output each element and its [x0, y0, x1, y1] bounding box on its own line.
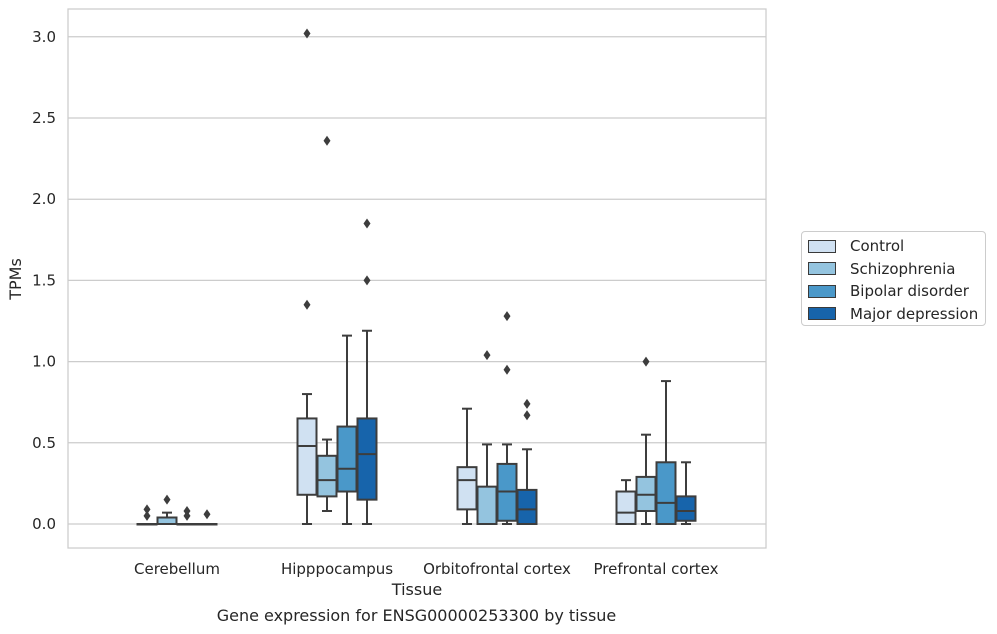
- legend: Control Schizophrenia Bipolar disorder M…: [801, 231, 986, 326]
- box-bipolar-disorder: [176, 506, 198, 526]
- box-body: [516, 488, 538, 525]
- outlier-point: [143, 510, 151, 521]
- box-control: [136, 504, 158, 526]
- box-bipolar-disorder: [655, 380, 677, 525]
- grid-lines: [68, 36, 766, 525]
- box-schizophrenia: [156, 494, 178, 526]
- x-tick-label: Orbitofrontal cortex: [423, 560, 571, 578]
- box-control: [615, 479, 637, 525]
- legend-swatch-control: [808, 239, 836, 253]
- legend-item-bipolar-disorder: Bipolar disorder: [808, 280, 979, 303]
- outlier-point: [303, 299, 311, 310]
- box-major-depression: [675, 461, 697, 525]
- box-major-depression: [196, 509, 218, 526]
- outlier-point: [523, 398, 531, 409]
- outlier-point: [303, 28, 311, 39]
- legend-swatch-bipolar-disorder: [808, 284, 836, 298]
- box-series: [136, 28, 697, 526]
- outlier-point: [363, 275, 371, 286]
- legend-item-major-depression: Major depression: [808, 303, 979, 326]
- box-body: [476, 485, 498, 526]
- outlier-point: [523, 410, 531, 421]
- outlier-point: [143, 504, 151, 515]
- box-body: [336, 425, 358, 493]
- box-bipolar-disorder: [496, 311, 518, 525]
- figure-caption: Gene expression for ENSG00000253300 by t…: [216, 606, 617, 625]
- legend-swatch-major-depression: [808, 307, 836, 321]
- x-tick-label: Cerebellum: [134, 560, 220, 578]
- box-control: [296, 28, 318, 525]
- x-tick-label: Hipppocampus: [281, 560, 393, 578]
- box-schizophrenia: [476, 350, 498, 526]
- x-axis-label: Tissue: [391, 580, 442, 599]
- box-bipolar-disorder: [336, 334, 358, 525]
- box-body: [615, 490, 637, 525]
- box-major-depression: [356, 218, 378, 525]
- outlier-point: [642, 356, 650, 367]
- box-schizophrenia: [316, 135, 338, 513]
- outlier-point: [183, 506, 191, 517]
- outlier-point: [323, 135, 331, 146]
- y-tick-label: 2.5: [32, 109, 56, 127]
- box-major-depression: [516, 398, 538, 525]
- box-body: [655, 461, 677, 525]
- y-tick-label: 2.0: [32, 190, 56, 208]
- outlier-point: [163, 494, 171, 505]
- y-tick-label: 3.0: [32, 28, 56, 46]
- y-tick-labels: 0.0 0.5 1.0 1.5 2.0 2.5 3.0: [32, 28, 56, 533]
- y-tick-label: 0.5: [32, 434, 56, 452]
- plot-area-frame: [67, 8, 767, 549]
- outlier-point: [503, 311, 511, 322]
- box-body: [456, 466, 478, 511]
- x-tick-labels: Cerebellum Hipppocampus Orbitofrontal cort…: [134, 560, 719, 578]
- x-tick-label: Prefrontal cortex: [594, 560, 719, 578]
- legend-label-major-depression: Major depression: [850, 304, 979, 323]
- y-tick-label: 1.5: [32, 271, 56, 289]
- legend-label-bipolar-disorder: Bipolar disorder: [850, 282, 969, 301]
- legend-item-control: Control: [808, 235, 979, 258]
- outlier-point: [503, 364, 511, 375]
- y-tick-label: 0.0: [32, 515, 56, 533]
- box-body: [316, 454, 338, 498]
- legend-label-schizophrenia: Schizophrenia: [850, 259, 956, 278]
- legend-label-control: Control: [850, 237, 905, 256]
- box-body: [356, 417, 378, 501]
- outlier-point: [203, 509, 211, 520]
- legend-swatch-schizophrenia: [808, 262, 836, 276]
- box-body: [675, 495, 697, 522]
- legend-item-schizophrenia: Schizophrenia: [808, 258, 979, 281]
- box-schizophrenia: [635, 356, 657, 525]
- outlier-point: [483, 350, 491, 361]
- box-body: [296, 417, 318, 496]
- box-control: [456, 407, 478, 525]
- y-tick-label: 1.0: [32, 353, 56, 371]
- y-axis-label: TPMs: [6, 258, 25, 301]
- outlier-point: [363, 218, 371, 229]
